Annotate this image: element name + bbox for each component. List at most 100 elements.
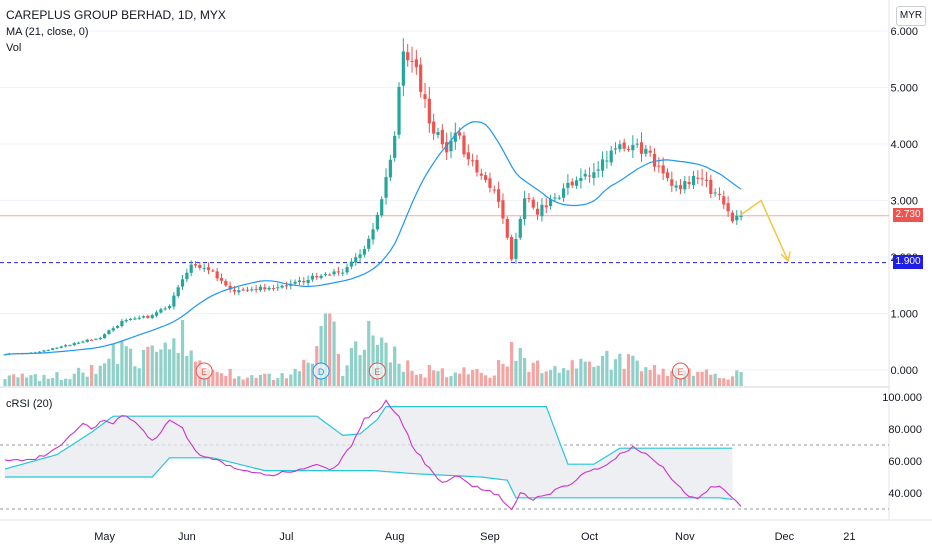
candle-body	[51, 348, 55, 350]
volume-bar	[393, 346, 397, 386]
volume-bar	[544, 371, 548, 386]
candle-body	[466, 152, 470, 160]
candle-body	[501, 200, 505, 219]
crsi-tick-label: 60.000	[888, 456, 922, 468]
candle-body	[90, 339, 94, 341]
candle-body	[691, 175, 696, 185]
volume-bar	[146, 346, 150, 386]
candle-body	[570, 181, 574, 186]
volume-bar	[141, 350, 146, 386]
candle-body	[68, 345, 72, 347]
time-tick-label: Oct	[581, 531, 598, 543]
price-tick-label: 1.000	[890, 309, 918, 321]
earnings-marker	[671, 362, 689, 380]
volume-bar	[154, 351, 159, 386]
candle-body	[237, 290, 241, 293]
candle-body	[328, 274, 332, 276]
volume-bar	[600, 355, 605, 386]
candle-body	[458, 132, 462, 136]
candle-body	[77, 342, 81, 344]
volume-bar	[159, 349, 163, 386]
volume-bar	[540, 373, 544, 386]
symbol-title[interactable]: CAREPLUS GROUP BERHAD, 1D, MYX	[6, 8, 226, 22]
candle-body	[419, 64, 423, 92]
candle-body	[141, 316, 146, 318]
volume-bar	[458, 373, 462, 386]
candle-body	[245, 289, 250, 291]
volume-bar	[484, 375, 488, 386]
candle-body	[488, 178, 492, 188]
volume-bar	[20, 373, 24, 386]
candle-body	[111, 328, 115, 331]
dividend-marker	[312, 362, 330, 380]
time-tick-label: 21	[843, 531, 855, 543]
volume-bar	[172, 338, 176, 386]
volume-bar	[700, 371, 704, 386]
candle-body	[440, 129, 444, 145]
candle-body	[115, 326, 120, 328]
candle-body	[492, 189, 496, 191]
candle-body	[462, 135, 466, 155]
volume-bar	[332, 321, 336, 386]
volume-bar	[414, 374, 418, 386]
candle-body	[154, 312, 159, 316]
currency-button[interactable]: MYR	[896, 6, 926, 26]
volume-bar	[185, 356, 189, 386]
volume-bar	[189, 350, 193, 386]
volume-bar	[345, 365, 349, 386]
candle-body	[561, 188, 566, 198]
candle-body	[717, 193, 722, 195]
volume-bar	[709, 374, 713, 386]
volume-bar	[72, 373, 76, 386]
volume-bar	[68, 379, 72, 386]
ma-legend[interactable]: MA (21, close, 0)	[6, 26, 89, 38]
crsi-tick-label: 40.000	[888, 488, 922, 500]
volume-bar	[42, 374, 46, 386]
volume-bar	[193, 361, 198, 386]
candle-body	[349, 261, 353, 267]
crsi-legend[interactable]: cRSI (20)	[6, 398, 53, 410]
candle-body	[180, 279, 185, 287]
candle-body	[81, 341, 85, 343]
volume-bar	[639, 371, 644, 386]
candle-body	[639, 142, 644, 154]
volume-bar	[38, 381, 42, 386]
volume-bar	[574, 368, 579, 386]
volume-bar	[596, 365, 600, 386]
volume-bar	[739, 372, 743, 386]
candle-body	[605, 160, 609, 162]
candle-body	[367, 238, 371, 249]
candle-body	[644, 148, 648, 154]
volume-bar	[349, 348, 353, 386]
volume-legend[interactable]: Vol	[6, 42, 22, 54]
volume-bar	[492, 375, 496, 386]
candle-body	[276, 287, 280, 289]
volume-bar	[445, 377, 449, 386]
candle-body	[3, 354, 7, 356]
volume-bar	[90, 364, 94, 386]
volume-bar	[280, 373, 284, 386]
candle-body	[397, 86, 401, 135]
candle-body	[150, 315, 154, 318]
candle-body	[302, 280, 306, 283]
forecast-arrowhead	[780, 251, 791, 263]
volume-bar	[717, 378, 722, 386]
candle-body	[293, 281, 297, 284]
volume-bar	[302, 359, 306, 386]
candle-body	[120, 320, 124, 327]
candle-body	[46, 349, 50, 351]
candle-body	[375, 214, 379, 230]
volume-bar	[384, 342, 388, 386]
candle-body	[59, 346, 63, 348]
candle-body	[657, 165, 661, 167]
volume-bar	[635, 360, 639, 386]
volume-bar	[271, 379, 276, 386]
volume-bar	[120, 341, 124, 386]
volume-bar	[548, 369, 553, 386]
volume-bar	[687, 368, 691, 386]
volume-bar	[124, 346, 128, 386]
candle-body	[202, 268, 206, 270]
candle-body	[548, 199, 553, 207]
candle-body	[700, 178, 704, 180]
